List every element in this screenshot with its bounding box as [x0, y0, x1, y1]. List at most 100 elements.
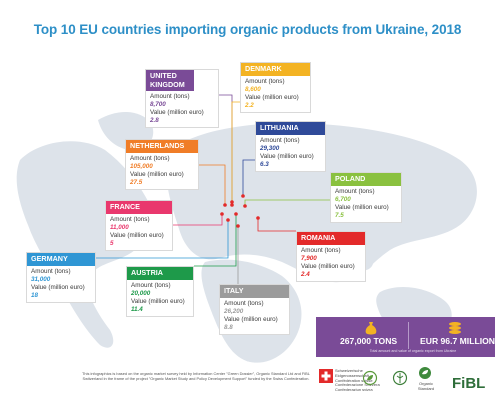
country-pin	[230, 200, 234, 204]
swiss-confederation-logo-text: Schweizerische Eidgenossenschaft Confédé…	[335, 368, 380, 393]
amount-label: Amount (tons)	[150, 93, 190, 100]
country-card-netherlands: NETHERLANDS Amount (tons) 105,000 Value (mi…	[125, 139, 199, 190]
amount-value: 7,900	[301, 254, 317, 262]
amount-label: Amount (tons)	[31, 267, 71, 275]
amount-label: Amount (tons)	[260, 136, 300, 144]
totals-banner: 267,000 TONS EUR 96.7 MILLION Total amou…	[316, 317, 495, 357]
country-pin	[256, 216, 260, 220]
amount-label: Amount (tons)	[301, 246, 341, 254]
country-card-romania: ROMANIA Amount (tons) 7,900 Value (million …	[296, 231, 366, 282]
totals-note: Total amount and value of organic export…	[369, 349, 457, 353]
country-pin	[236, 224, 240, 228]
amount-label: Amount (tons)	[224, 299, 264, 307]
connector-line	[173, 214, 223, 226]
value-label: Value (million euro)	[110, 231, 164, 239]
country-stats: Amount (tons) 26,200 Value (million euro) 8…	[220, 298, 289, 334]
leaf-logo-icon	[392, 370, 408, 386]
country-name: ROMANIA	[297, 232, 365, 245]
country-pin	[223, 203, 227, 207]
country-name: UNITED KINGDOM	[146, 70, 194, 91]
value-label: Value (million euro)	[150, 109, 204, 116]
fibl-logo: FiBL	[452, 375, 486, 392]
connector-line	[199, 164, 226, 205]
organic-standard-logo-icon	[419, 367, 431, 379]
value-label: Value (million euro)	[335, 203, 389, 211]
value-value: 27.5	[130, 178, 143, 186]
country-card-united-kingdom: UNITED KINGDOM Amount (tons) 8,700 Value (m…	[145, 69, 219, 128]
country-name: NETHERLANDS	[126, 140, 198, 153]
country-card-austria: AUSTRIA Amount (tons) 20,000 Value (million…	[126, 266, 194, 317]
country-name: FRANCE	[106, 201, 172, 214]
country-stats: Amount (tons) 11,000 Value (million euro) 5	[106, 214, 172, 250]
country-stats: Amount (tons) 6,700 Value (million euro) 7.…	[331, 186, 401, 222]
country-card-denmark: DENMARK Amount (tons) 8,600 Value (million …	[240, 62, 311, 113]
coins-icon	[449, 322, 461, 334]
amount-label: Amount (tons)	[131, 281, 171, 289]
money-bag-icon	[365, 322, 377, 335]
amount-value: 20,000	[131, 289, 151, 297]
value-label: Value (million euro)	[245, 93, 299, 101]
amount-value: 29,300	[260, 144, 280, 152]
amount-value: 11,000	[110, 223, 129, 231]
swiss-flag-icon	[319, 369, 333, 383]
country-pin	[243, 204, 247, 208]
country-stats: Amount (tons) 31,000 Value (million euro) 1…	[27, 266, 95, 302]
value-value: 8.8	[224, 323, 233, 331]
country-stats: Amount (tons) 8,600 Value (million euro) 2.…	[241, 76, 310, 112]
value-value: 2.2	[245, 101, 254, 109]
organic-standard-logo-text: Organic Standard	[417, 381, 435, 391]
connector-line	[257, 218, 296, 232]
amount-value: 105,000	[130, 162, 153, 170]
country-card-france: FRANCE Amount (tons) 11,000 Value (million …	[105, 200, 173, 251]
country-stats: Amount (tons) 7,900 Value (million euro) 2.…	[297, 245, 365, 281]
country-name: DENMARK	[241, 63, 310, 76]
connector-line	[96, 220, 229, 259]
amount-value: 26,200	[224, 307, 244, 315]
value-value: 5	[110, 239, 114, 247]
connector-line	[231, 101, 240, 202]
amount-label: Amount (tons)	[245, 77, 285, 85]
value-value: 2.4	[301, 270, 310, 278]
map-connectors	[96, 94, 330, 284]
totals-divider	[408, 322, 409, 349]
country-stats: Amount (tons) 8,700 Value (million euro) 2.…	[146, 91, 218, 127]
value-label: Value (million euro)	[301, 262, 355, 270]
value-label: Value (million euro)	[260, 152, 314, 160]
total-tons: 267,000 TONS	[340, 336, 398, 346]
value-value: 6.3	[260, 160, 269, 168]
amount-value: 8,600	[245, 85, 261, 93]
amount-label: Amount (tons)	[130, 154, 170, 162]
country-card-poland: POLAND Amount (tons) 6,700 Value (million e…	[330, 172, 402, 223]
amount-value: 31,000	[31, 275, 51, 283]
amount-label: Amount (tons)	[335, 187, 375, 195]
country-pin	[241, 194, 245, 198]
value-label: Value (million euro)	[224, 315, 278, 323]
country-stats: Amount (tons) 105,000 Value (million euro)…	[126, 153, 198, 189]
country-card-italy: ITALY Amount (tons) 26,200 Value (million e…	[219, 284, 290, 335]
value-value: 7.5	[335, 211, 344, 219]
country-stats: Amount (tons) 20,000 Value (million euro) 1…	[127, 280, 193, 316]
value-value: 2.8	[150, 117, 159, 124]
amount-label: Amount (tons)	[110, 215, 150, 223]
green-dossier-logo-icon	[362, 370, 378, 386]
connector-line	[242, 159, 255, 196]
country-card-germany: GERMANY Amount (tons) 31,000 Value (million…	[26, 252, 96, 303]
footer-source: This infographics is based on the organi…	[82, 371, 310, 382]
value-value: 11.4	[131, 305, 143, 313]
country-pin	[234, 212, 238, 216]
page-title: Top 10 EU countries importing organic pr…	[33, 22, 462, 37]
connector-line	[244, 199, 330, 206]
connector-line	[194, 214, 237, 267]
amount-value: 8,700	[150, 101, 166, 108]
country-pin	[226, 218, 230, 222]
value-label: Value (million euro)	[130, 170, 184, 178]
amount-value: 6,700	[335, 195, 351, 203]
country-stats: Amount (tons) 29,300 Value (million euro) 6…	[256, 135, 325, 171]
country-pin	[220, 212, 224, 216]
value-value: 18	[31, 291, 39, 299]
total-value: EUR 96.7 MILLION	[420, 336, 495, 346]
country-name: GERMANY	[27, 253, 95, 266]
country-name: ITALY	[220, 285, 289, 298]
country-name: POLAND	[331, 173, 401, 186]
value-label: Value (million euro)	[31, 283, 85, 291]
